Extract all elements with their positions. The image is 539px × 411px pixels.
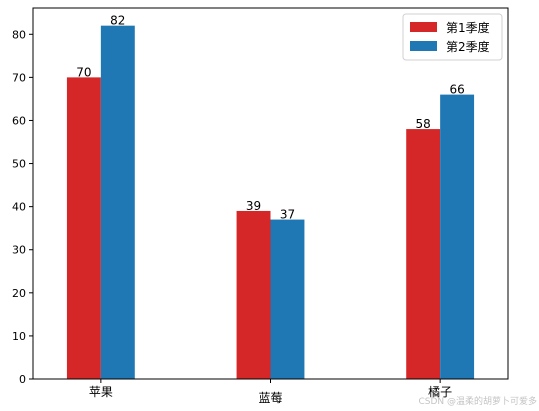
data-label-2-1: 82 (110, 14, 125, 28)
data-label-1-3: 58 (416, 117, 431, 131)
y-tick-label-20: 20 (12, 287, 26, 300)
y-tick-label-60: 60 (12, 114, 26, 127)
x-tick-label-1: 苹果 (89, 385, 113, 399)
data-label-2-2: 37 (280, 208, 295, 222)
plot-frame (32, 7, 509, 380)
bar-2-1 (100, 25, 135, 380)
data-label-1-1: 70 (76, 65, 91, 79)
bar-1-2 (236, 210, 271, 379)
legend-label-1: 第1季度 (446, 20, 490, 35)
y-axis: 0 10 20 30 40 50 60 70 80 (12, 28, 33, 386)
legend-label-2: 第2季度 (446, 39, 490, 54)
data-labels-group: 70 39 58 82 37 66 (76, 14, 464, 222)
y-tick-label-70: 70 (12, 71, 26, 84)
bar-1-1 (66, 77, 101, 379)
y-tick-label-0: 0 (19, 373, 26, 386)
bar-1-3 (406, 129, 441, 379)
y-tick-label-50: 50 (12, 158, 26, 171)
x-axis: 苹果 蓝莓 橘子 (89, 379, 452, 405)
x-tick-label-2: 蓝莓 (258, 391, 282, 405)
y-tick-label-30: 30 (12, 244, 26, 257)
legend-swatch-2 (410, 41, 437, 51)
y-tick-label-80: 80 (12, 28, 26, 41)
bar-2-3 (440, 94, 475, 380)
bars-group (66, 25, 475, 380)
watermark: CSDN @温柔的胡萝卜可爱多 (418, 397, 537, 407)
data-label-2-3: 66 (449, 83, 464, 97)
legend-swatch-1 (410, 22, 437, 32)
y-tick-label-40: 40 (12, 201, 26, 214)
x-tick-label-3: 橘子 (428, 384, 452, 399)
data-label-1-2: 39 (246, 199, 261, 213)
y-tick-label-10: 10 (12, 330, 26, 343)
bar-2-2 (270, 219, 305, 379)
